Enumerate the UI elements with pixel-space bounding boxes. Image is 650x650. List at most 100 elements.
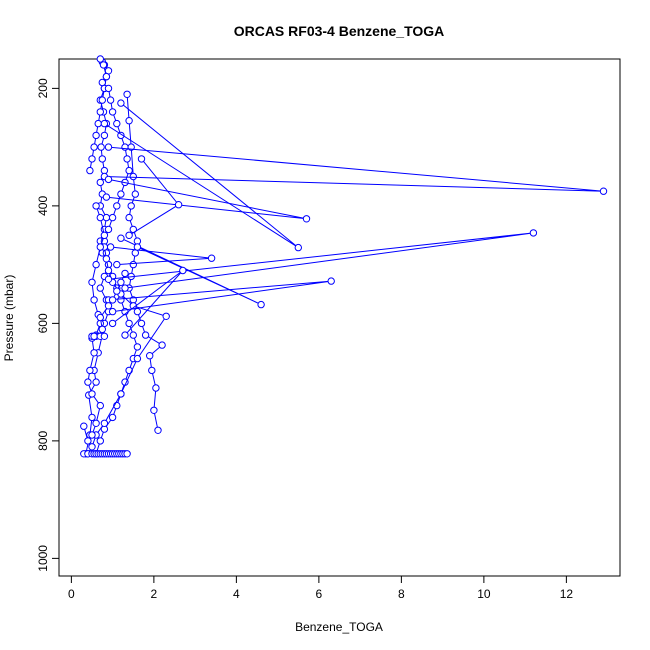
data-point bbox=[102, 255, 111, 263]
data-point bbox=[88, 431, 96, 439]
series-6 bbox=[102, 175, 311, 223]
series-line bbox=[106, 178, 307, 220]
data-point bbox=[125, 117, 133, 125]
data-point bbox=[117, 99, 125, 107]
series-5 bbox=[100, 143, 608, 195]
data-point bbox=[129, 331, 138, 339]
data-point bbox=[84, 437, 92, 445]
data-point bbox=[154, 426, 162, 434]
series-13 bbox=[125, 155, 183, 240]
data-point bbox=[104, 225, 113, 234]
y-tick-label: 200 bbox=[36, 78, 50, 98]
data-point bbox=[88, 413, 96, 422]
data-point bbox=[98, 96, 107, 104]
data-point bbox=[88, 155, 96, 163]
data-point bbox=[599, 187, 608, 195]
data-point bbox=[90, 332, 98, 340]
data-point bbox=[152, 384, 160, 392]
data-point bbox=[100, 332, 109, 340]
data-point bbox=[96, 178, 105, 187]
data-point bbox=[104, 266, 113, 275]
series-15 bbox=[80, 202, 109, 445]
data-point bbox=[108, 296, 117, 304]
series-16 bbox=[88, 269, 129, 340]
data-point bbox=[108, 413, 117, 422]
data-point bbox=[108, 307, 117, 316]
data-point bbox=[92, 378, 100, 386]
data-point bbox=[121, 143, 129, 151]
data-point bbox=[121, 331, 129, 339]
data-point bbox=[125, 213, 133, 222]
data-point bbox=[80, 422, 88, 430]
series-layer bbox=[80, 55, 608, 458]
data-point bbox=[100, 119, 109, 128]
data-point bbox=[125, 231, 133, 240]
data-point bbox=[90, 349, 98, 357]
data-point bbox=[96, 437, 105, 445]
plot-area-frame bbox=[58, 58, 621, 577]
data-point bbox=[117, 278, 125, 286]
x-tick-label: 10 bbox=[477, 587, 491, 601]
data-point bbox=[133, 307, 142, 316]
series-8 bbox=[104, 229, 538, 292]
data-point bbox=[104, 275, 113, 283]
data-point bbox=[121, 284, 129, 292]
data-point bbox=[123, 90, 131, 99]
y-axis-label: Pressure (mbar) bbox=[2, 275, 16, 362]
data-point bbox=[137, 155, 146, 163]
data-point bbox=[88, 390, 96, 398]
data-point bbox=[117, 234, 125, 242]
data-point bbox=[104, 84, 113, 93]
data-point bbox=[123, 450, 131, 458]
data-point bbox=[302, 215, 311, 223]
series-line bbox=[110, 246, 212, 266]
data-point bbox=[113, 260, 121, 269]
data-point bbox=[84, 378, 92, 386]
data-point bbox=[113, 287, 121, 295]
data-point bbox=[129, 172, 138, 181]
data-point bbox=[294, 243, 302, 252]
data-point bbox=[125, 319, 133, 328]
series-11 bbox=[117, 234, 265, 309]
data-point bbox=[127, 202, 135, 210]
data-point bbox=[106, 96, 115, 104]
data-point bbox=[133, 243, 142, 251]
data-point bbox=[100, 419, 109, 427]
data-point bbox=[117, 190, 125, 198]
y-tick-label: 800 bbox=[36, 431, 50, 451]
data-point bbox=[106, 243, 115, 251]
data-point bbox=[158, 341, 166, 349]
data-point bbox=[92, 419, 100, 427]
axis-ticks: 0 2 4 6 8 10 12 200 400 600 800 1000 bbox=[36, 78, 573, 601]
data-point bbox=[104, 143, 113, 151]
series-line bbox=[120, 237, 262, 306]
data-point bbox=[108, 108, 117, 116]
series-line bbox=[104, 146, 604, 192]
series-14 bbox=[80, 450, 131, 458]
data-point bbox=[257, 300, 265, 309]
data-point bbox=[92, 131, 100, 140]
data-point bbox=[113, 202, 121, 210]
series-12 bbox=[108, 266, 187, 339]
data-point bbox=[137, 319, 146, 328]
data-point bbox=[113, 119, 121, 128]
data-point bbox=[146, 352, 154, 360]
data-point bbox=[133, 343, 142, 351]
data-point bbox=[99, 61, 108, 69]
data-point bbox=[108, 213, 117, 222]
x-tick-label: 4 bbox=[233, 587, 240, 601]
series-10 bbox=[106, 243, 216, 269]
data-point bbox=[148, 366, 156, 375]
data-point bbox=[98, 155, 107, 163]
y-tick-label: 1000 bbox=[36, 545, 50, 572]
data-point bbox=[86, 166, 94, 175]
data-point bbox=[529, 229, 538, 237]
data-point bbox=[96, 313, 105, 322]
data-point bbox=[108, 319, 117, 328]
data-point bbox=[125, 166, 133, 175]
data-point bbox=[102, 193, 111, 201]
x-tick-label: 0 bbox=[68, 587, 75, 601]
data-point bbox=[86, 366, 94, 375]
data-point bbox=[96, 55, 105, 63]
